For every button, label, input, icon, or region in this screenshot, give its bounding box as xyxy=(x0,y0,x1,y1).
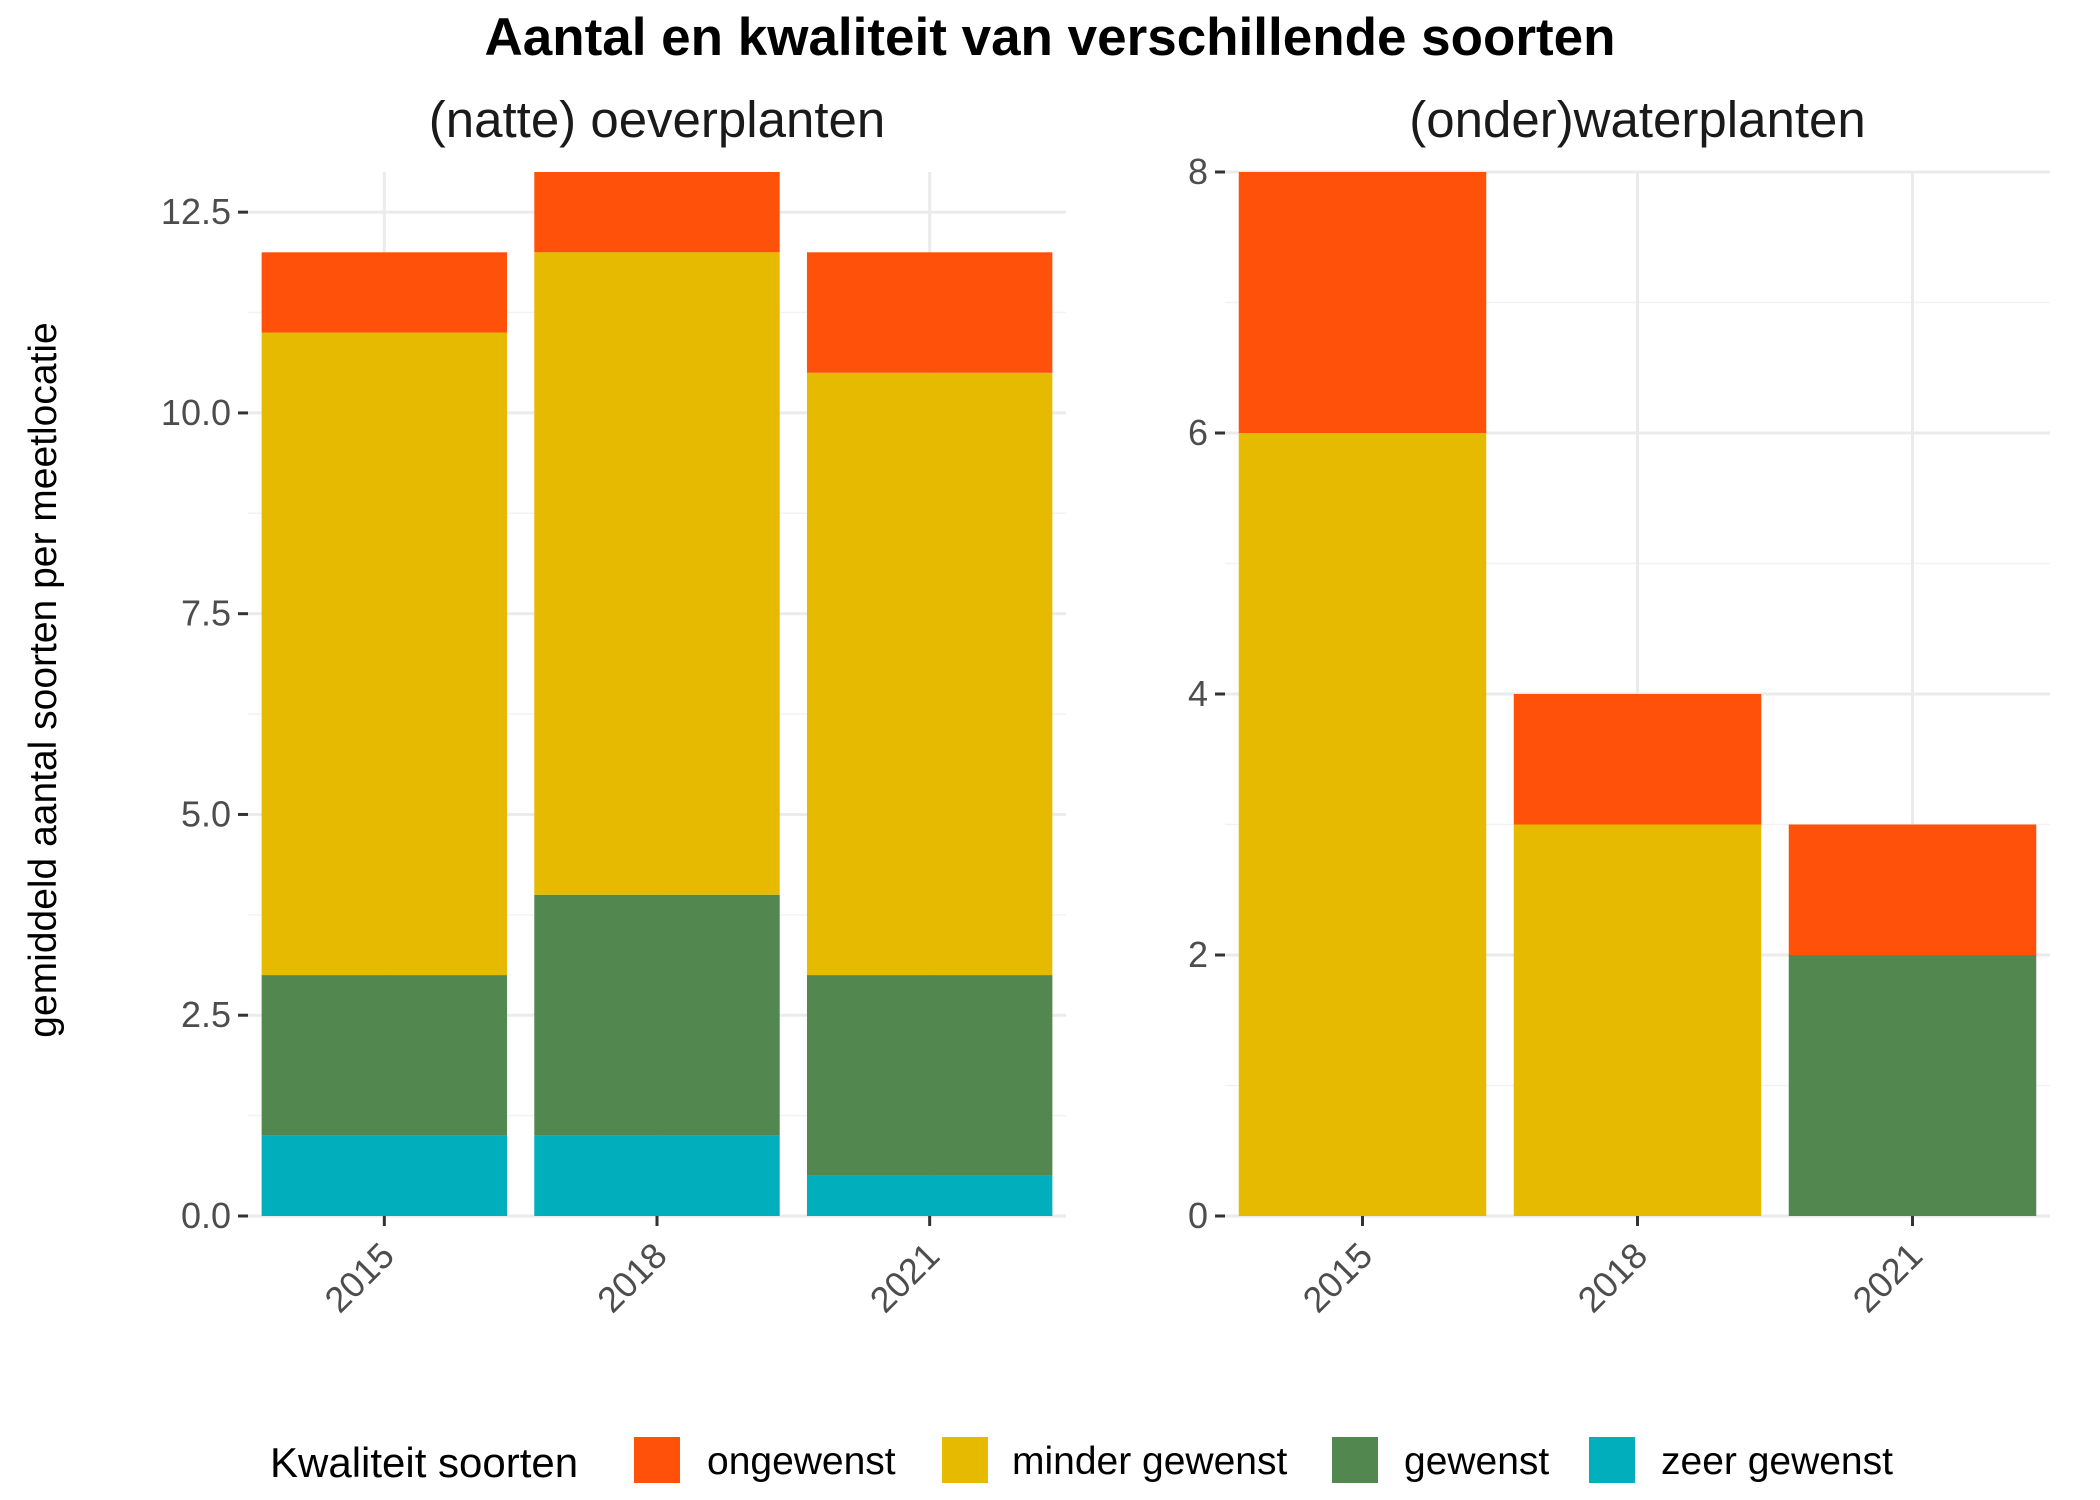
legend-key-minder-gewenst xyxy=(942,1437,988,1483)
y-axis-title: gemiddeld aantal soorten per meetlocatie xyxy=(22,322,65,1037)
bar-segment-ongewenst-2021 xyxy=(1788,824,2037,955)
bar-segment-zeer-gewenst-2021 xyxy=(806,1175,1053,1216)
bar-segment-minder-gewenst-2018 xyxy=(1513,824,1762,1216)
bar-segment-gewenst-2018 xyxy=(534,894,780,1136)
x-tick-label: 2021 xyxy=(1845,1235,1931,1321)
chart-title: Aantal en kwaliteit van verschillende so… xyxy=(484,8,1615,67)
y-tick-label: 0 xyxy=(1188,1195,1208,1236)
legend-label-zeer-gewenst: zeer gewenst xyxy=(1661,1440,1893,1483)
panels: (natte) oeverplanten 0.0 2.5 5.0 7.5 10.0 12.5… xyxy=(161,91,2050,1320)
y-tick-label: 6 xyxy=(1188,412,1208,453)
legend: Kwaliteit soorten ongewenst minder gewens… xyxy=(270,1437,1893,1486)
y-tick-label: 5.0 xyxy=(181,793,231,834)
bar-segment-minder-gewenst-2015 xyxy=(261,332,508,976)
y-tick-label: 2 xyxy=(1188,934,1208,975)
y-tick-label: 8 xyxy=(1188,151,1208,192)
y-tick-label: 12.5 xyxy=(161,191,231,232)
y-tick-label: 2.5 xyxy=(181,994,231,1035)
bar-segment-zeer-gewenst-2018 xyxy=(534,1135,780,1216)
x-tick-label: 2015 xyxy=(1295,1235,1381,1321)
bar-segment-minder-gewenst-2021 xyxy=(806,372,1053,976)
facet-title: (natte) oeverplanten xyxy=(429,91,885,148)
bar-segment-ongewenst-2021 xyxy=(806,252,1053,373)
x-tick-label: 2015 xyxy=(316,1235,402,1321)
legend-key-zeer-gewenst xyxy=(1589,1437,1635,1483)
legend-key-gewenst xyxy=(1332,1437,1378,1483)
legend-key-ongewenst xyxy=(634,1437,680,1483)
panel-2: (onder)waterplanten 0 2 4 6 8 2015 2018 2021 xyxy=(1188,91,2050,1320)
bar-segment-ongewenst-2015 xyxy=(261,252,508,333)
y-tick-label: 4 xyxy=(1188,673,1208,714)
x-tick-label: 2018 xyxy=(1570,1235,1656,1321)
bar-segment-ongewenst-2015 xyxy=(1238,172,1487,433)
x-tick-label: 2021 xyxy=(862,1235,948,1321)
bar-segment-gewenst-2021 xyxy=(1788,955,2037,1216)
y-tick-label: 7.5 xyxy=(181,593,231,634)
bar-segment-gewenst-2015 xyxy=(261,975,508,1136)
bar-segment-zeer-gewenst-2015 xyxy=(261,1135,508,1216)
bar-segment-ongewenst-2018 xyxy=(1513,694,1762,825)
x-tick-label: 2018 xyxy=(589,1235,675,1321)
facet-title: (onder)waterplanten xyxy=(1409,91,1865,148)
legend-label-minder-gewenst: minder gewenst xyxy=(1012,1440,1287,1483)
bar-segment-minder-gewenst-2018 xyxy=(534,252,780,895)
legend-title: Kwaliteit soorten xyxy=(270,1439,578,1486)
bar-segment-gewenst-2021 xyxy=(806,975,1053,1176)
bar-segment-ongewenst-2018 xyxy=(534,172,780,253)
y-tick-label: 10.0 xyxy=(161,392,231,433)
bar-segment-minder-gewenst-2015 xyxy=(1238,433,1487,1216)
legend-label-ongewenst: ongewenst xyxy=(707,1440,896,1483)
y-tick-label: 0.0 xyxy=(181,1195,231,1236)
panel-1: (natte) oeverplanten 0.0 2.5 5.0 7.5 10.0 12.5… xyxy=(161,91,1066,1320)
legend-label-gewenst: gewenst xyxy=(1404,1440,1549,1483)
